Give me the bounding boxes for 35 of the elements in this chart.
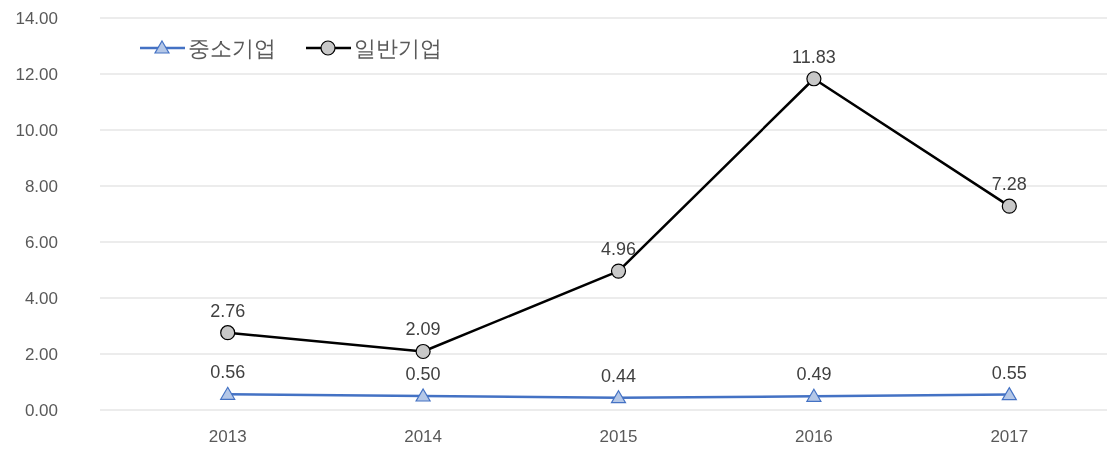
legend-label: 일반기업 [354,36,442,61]
point [220,325,236,341]
y-tick-label: 14.00 [15,9,58,28]
data-label: 2.76 [210,300,246,321]
y-tick-label: 2.00 [24,345,58,364]
data-label: 0.50 [405,364,441,384]
x-tick-label: 2014 [404,427,443,446]
data-label: 0.55 [991,362,1027,383]
point [1001,387,1017,401]
x-tick-label: 2015 [599,427,638,446]
x-tick-label: 2016 [794,427,833,446]
data-label: 0.56 [210,362,246,383]
point [415,388,431,402]
data-label: 4.96 [600,239,637,260]
legend-label: 중소기업 [188,36,276,61]
point [1001,198,1017,214]
point [610,263,627,279]
point [415,343,431,360]
y-tick-label: 4.00 [24,289,58,308]
data-label: 11.83 [792,46,836,67]
point [610,390,627,404]
data-label: 2.09 [405,319,441,340]
data-label: 0.49 [796,364,832,385]
x-tick-label: 2017 [990,427,1029,446]
y-tick-label: 6.00 [24,233,58,252]
y-tick-label: 12.00 [15,65,58,84]
x-tick-label: 2013 [208,427,247,446]
point [806,388,822,402]
y-tick-label: 10.00 [15,121,58,140]
y-tick-label: 8.00 [24,177,58,196]
data-label: 7.28 [991,174,1027,195]
y-tick-label: 0.00 [24,401,58,420]
point [220,386,236,400]
data-label: 0.44 [600,365,637,386]
point [806,71,822,87]
